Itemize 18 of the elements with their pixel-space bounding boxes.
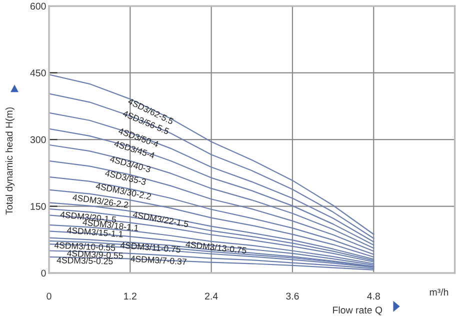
y-tick-label: 150 (30, 202, 46, 210)
annotation: 4SD3/35-3 (104, 170, 146, 186)
x-tick-label: 3.6 (286, 292, 299, 300)
y-axis-title: Total dynamic head H(m) (5, 107, 15, 215)
y-tick-label: 0 (41, 270, 46, 277)
annotation: 4SDM3/5-0.25 (56, 256, 113, 264)
text: m³/h (430, 288, 448, 296)
annotation: 4SDM3/13-0.75 (186, 240, 247, 254)
x-tick-label: 1.2 (124, 292, 136, 300)
x-tick-label: 4.8 (367, 292, 380, 300)
x-axis-title: Flow rate Q (333, 306, 382, 316)
annotation: 4SDM3/10-0.55 (54, 242, 116, 251)
y-tick-label: 450 (30, 70, 46, 76)
x-tick-label: 2.4 (205, 292, 218, 300)
y-tick-label: 300 (30, 136, 46, 144)
annotation: 4SDM3/7-0.37 (130, 255, 187, 265)
x-tick-label: 0 (46, 292, 52, 300)
y-tick-label: 600 (30, 2, 46, 10)
